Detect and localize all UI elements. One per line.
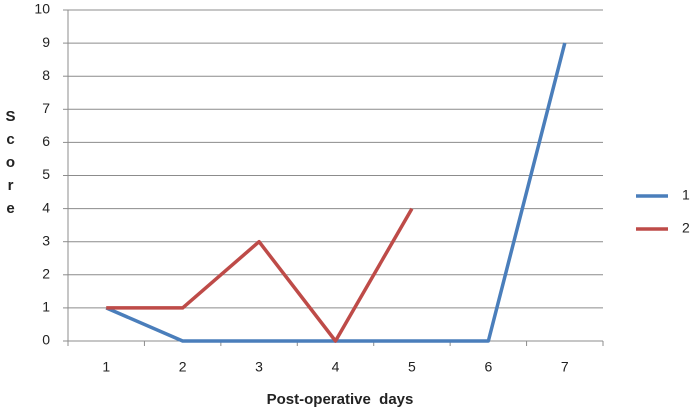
y-tick-label: 6	[42, 133, 50, 149]
y-tick-label: 10	[34, 1, 50, 17]
x-tick-label: 2	[179, 359, 187, 375]
y-tick-label: 1	[42, 299, 50, 315]
y-tick-label: 8	[42, 67, 50, 83]
series-line	[105, 42, 567, 343]
x-tick-label: 6	[484, 359, 492, 375]
y-tick-label: 0	[42, 332, 50, 348]
y-axis-label: Score	[2, 108, 19, 223]
y-tick-label: 4	[42, 199, 50, 215]
x-tick-label: 3	[255, 359, 263, 375]
x-tick-label: 1	[102, 359, 110, 375]
y-tick-label: 9	[42, 34, 50, 50]
series-line	[106, 207, 414, 343]
x-tick-label: 4	[332, 359, 340, 375]
legend-label: 1	[682, 187, 690, 203]
x-tick-label: 5	[408, 359, 416, 375]
y-tick-label: 5	[42, 166, 50, 182]
x-tick-label: 7	[561, 359, 569, 375]
x-axis-label: Post-operative days	[267, 391, 414, 408]
y-tick-label: 7	[42, 100, 50, 116]
legend-label: 2	[682, 220, 690, 236]
y-tick-label: 2	[42, 266, 50, 282]
y-tick-label: 3	[42, 232, 50, 248]
